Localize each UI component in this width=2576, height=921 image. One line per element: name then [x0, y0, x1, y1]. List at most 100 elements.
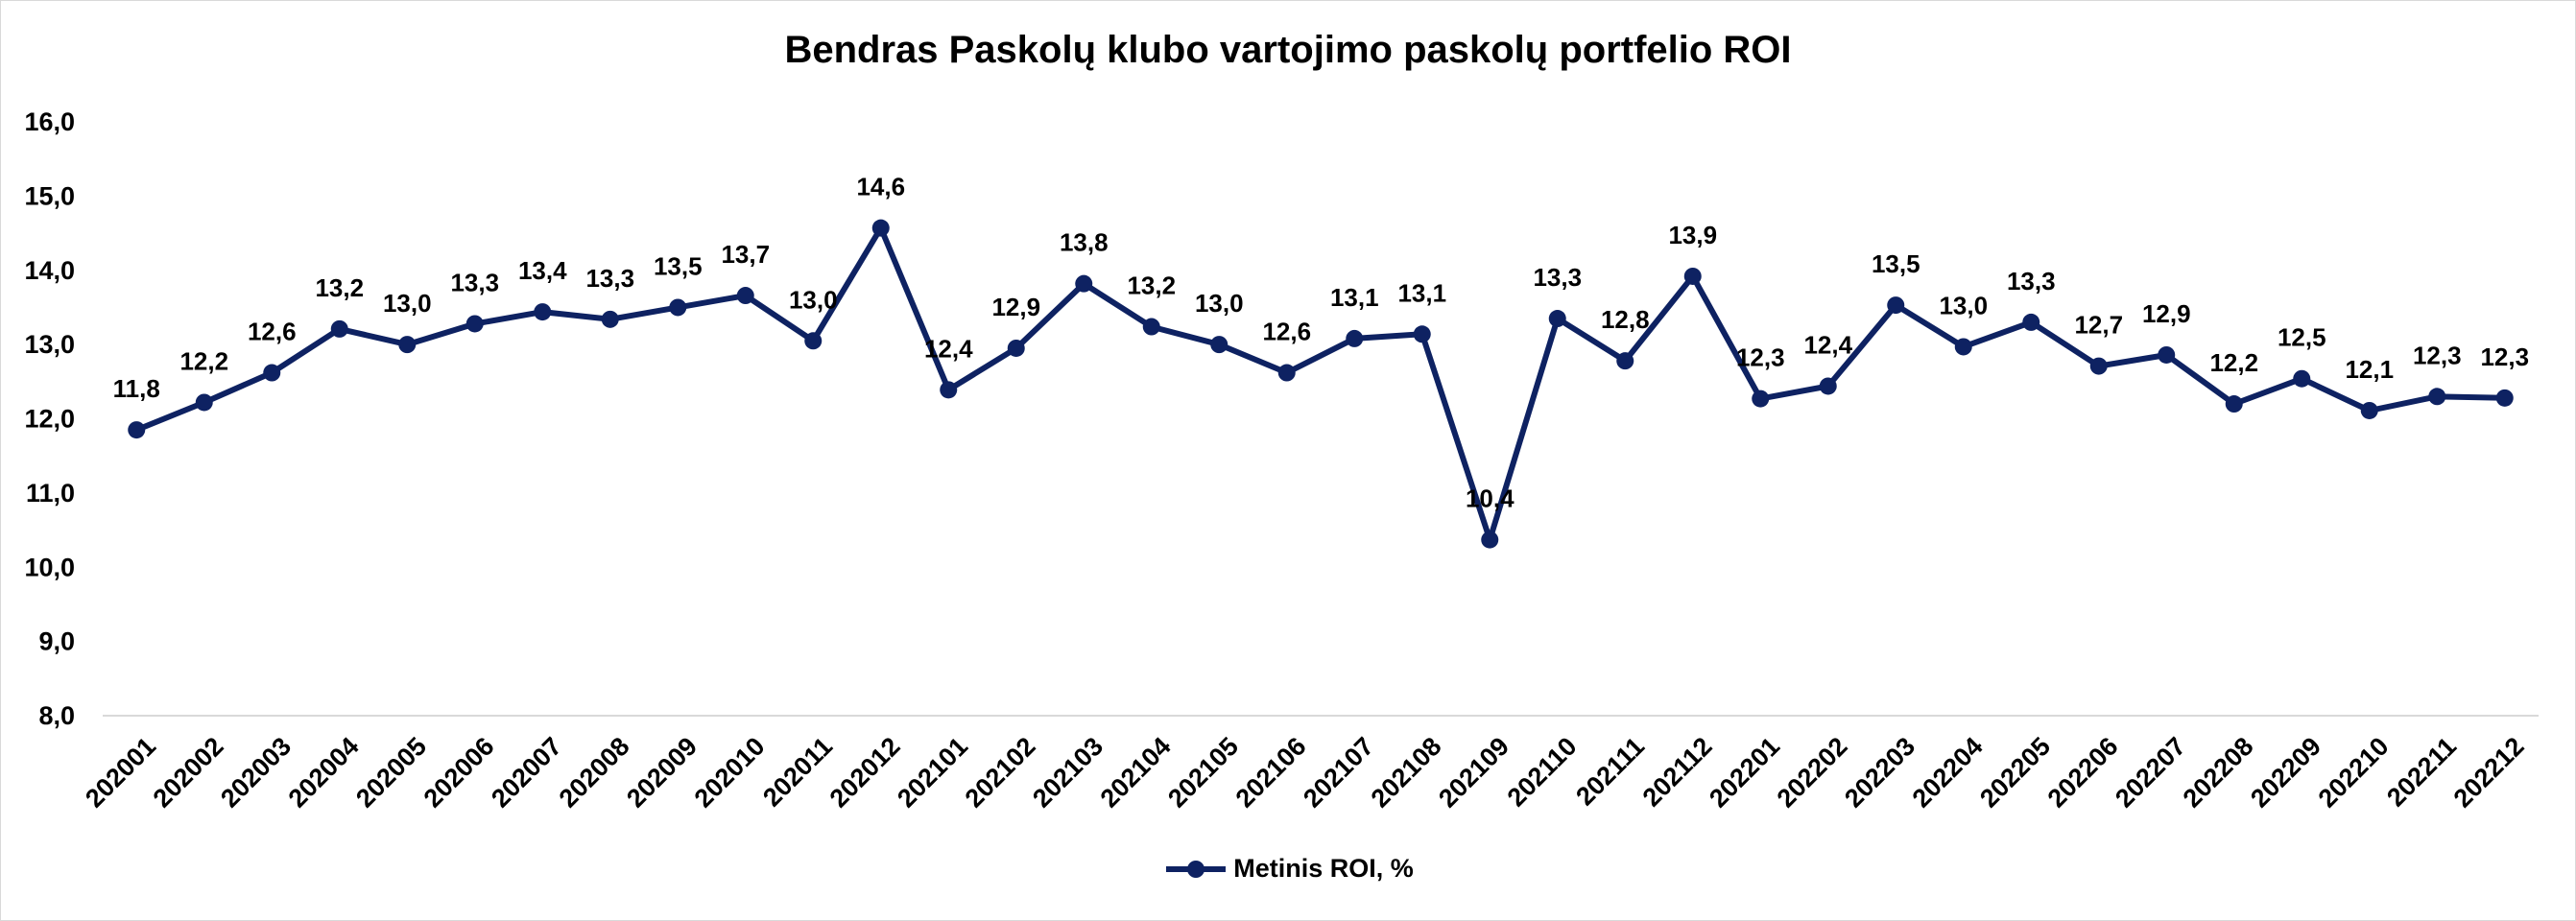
data-label: 12,6 [248, 318, 297, 346]
x-tick-label: 202002 [148, 732, 229, 814]
data-label: 12,9 [991, 293, 1040, 321]
data-label: 12,2 [2209, 348, 2258, 377]
data-point [1481, 531, 1499, 549]
x-tick-label: 202104 [1095, 732, 1177, 814]
x-tick-label: 202103 [1027, 732, 1109, 814]
data-label: 12,4 [1803, 330, 1852, 359]
data-label: 12,5 [2278, 323, 2326, 352]
data-label: 13,7 [721, 240, 770, 269]
x-tick-label: 202212 [2448, 732, 2530, 814]
data-label: 12,4 [924, 334, 973, 363]
data-label: 13,3 [2007, 267, 2056, 295]
data-label: 13,2 [1127, 272, 1176, 300]
data-point [736, 287, 754, 305]
data-label: 12,3 [2413, 341, 2462, 369]
x-tick-label: 202110 [1502, 732, 1583, 813]
x-tick-label: 202210 [2313, 732, 2395, 814]
data-point [940, 381, 958, 399]
data-point [465, 315, 484, 333]
data-label: 13,4 [518, 256, 567, 285]
x-tick-label: 202211 [2381, 732, 2462, 813]
x-tick-label: 202208 [2178, 732, 2259, 814]
y-tick-label: 10,0 [24, 553, 75, 581]
data-label: 13,2 [315, 273, 364, 302]
data-label: 12,7 [2074, 311, 2123, 340]
x-tick-label: 202001 [80, 732, 161, 814]
data-label: 12,3 [2480, 342, 2529, 371]
data-label: 12,1 [2345, 355, 2394, 384]
data-point [2225, 395, 2243, 413]
data-label: 13,0 [1195, 289, 1244, 318]
data-point [330, 319, 348, 338]
data-label: 12,8 [1601, 305, 1650, 334]
x-tick-label: 202206 [2042, 732, 2124, 814]
x-tick-label: 202207 [2110, 732, 2191, 814]
data-point [1887, 296, 1905, 315]
data-point [601, 310, 619, 328]
data-point [871, 219, 890, 237]
data-label: 14,6 [856, 173, 905, 201]
data-label: 13,5 [654, 251, 703, 280]
x-tick-label: 202003 [215, 732, 297, 814]
data-label: 13,8 [1060, 228, 1109, 257]
data-label: 13,5 [1872, 249, 1920, 278]
data-point [669, 298, 687, 317]
x-tick-label: 202111 [1570, 732, 1650, 812]
data-point [1752, 390, 1770, 408]
y-tick-label: 9,0 [38, 627, 75, 656]
x-tick-label: 202012 [824, 732, 906, 814]
data-point [1277, 364, 1296, 382]
data-point [263, 364, 281, 382]
data-label: 13,1 [1397, 278, 1446, 307]
data-label: 10,4 [1466, 484, 1515, 513]
data-label: 13,3 [450, 268, 499, 296]
data-point [1210, 336, 1228, 354]
data-point [398, 336, 417, 354]
x-tick-label: 202006 [418, 732, 500, 814]
legend-label: Metinis ROI, % [1233, 854, 1414, 883]
data-point [2495, 389, 2514, 407]
data-point [1819, 377, 1837, 395]
data-point [1142, 318, 1160, 336]
data-label: 13,9 [1668, 221, 1717, 249]
x-tick-label: 202204 [1907, 732, 1989, 814]
y-tick-label: 14,0 [24, 256, 75, 285]
x-tick-label: 202106 [1230, 732, 1312, 814]
data-point [1683, 267, 1702, 285]
data-point [1075, 274, 1093, 293]
data-label: 13,3 [1533, 263, 1582, 292]
x-tick-label: 202101 [892, 732, 973, 814]
y-tick-label: 13,0 [24, 330, 75, 359]
data-point [195, 393, 213, 412]
data-label: 12,2 [179, 346, 228, 375]
x-tick-label: 202105 [1162, 732, 1244, 814]
data-label: 13,0 [789, 285, 838, 314]
data-point [128, 421, 146, 439]
legend-item-metinis-roi[interactable]: Metinis ROI, % [1162, 854, 1414, 884]
x-tick-label: 202112 [1637, 732, 1718, 813]
x-tick-label: 202108 [1366, 732, 1447, 814]
data-point [1616, 352, 1634, 370]
x-tick-label: 202205 [1974, 732, 2056, 814]
data-point [1007, 339, 1025, 357]
x-tick-label: 202005 [350, 732, 432, 814]
y-tick-label: 15,0 [24, 181, 75, 210]
data-label: 13,1 [1330, 283, 1379, 312]
data-point [2158, 345, 2176, 364]
x-tick-label: 202102 [960, 732, 1041, 814]
legend: Metinis ROI, % [0, 854, 2576, 884]
data-label: 13,3 [585, 264, 634, 293]
y-tick-label: 11,0 [26, 479, 75, 508]
data-point [2428, 388, 2446, 406]
data-point [804, 332, 823, 350]
x-tick-label: 202010 [689, 732, 771, 814]
data-label: 13,0 [383, 289, 432, 318]
x-tick-label: 202209 [2245, 732, 2326, 814]
data-point [1954, 338, 1972, 356]
x-tick-label: 202109 [1433, 732, 1515, 814]
series-line [135, 224, 2505, 543]
data-point [2022, 313, 2040, 331]
data-label: 12,6 [1262, 318, 1311, 346]
